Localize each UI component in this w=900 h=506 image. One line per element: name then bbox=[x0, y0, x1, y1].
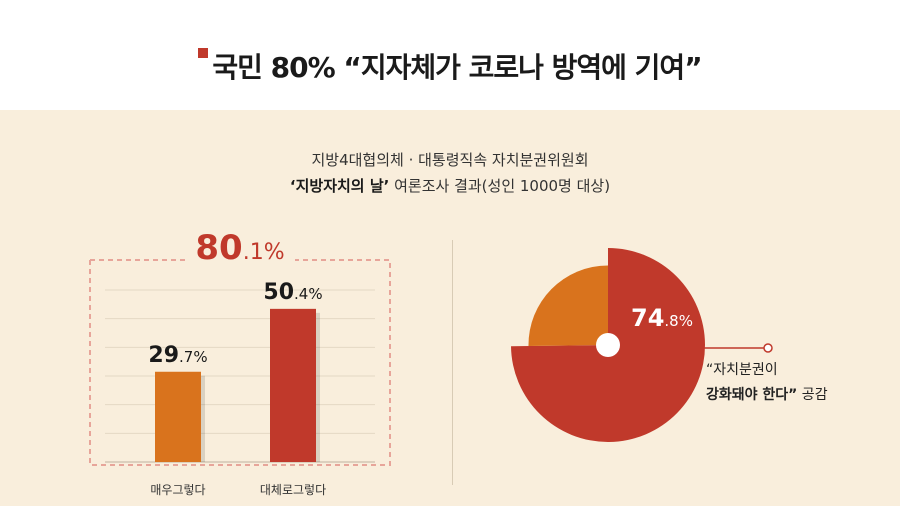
bar bbox=[270, 308, 316, 462]
callout-line1: “자치분권이 bbox=[706, 362, 778, 378]
subtitle-rest: 여론조사 결과(성인 1000명 대상) bbox=[389, 177, 611, 195]
subtitle-line1: 지방4대협의체 · 대통령직속 자치분권위원회 bbox=[311, 151, 589, 169]
bar bbox=[155, 371, 201, 462]
callout-emphasis: 강화돼야 한다” bbox=[706, 387, 798, 403]
title-marker bbox=[198, 48, 209, 58]
bar-value-label: 29.7% bbox=[148, 343, 207, 368]
bar-value-label: 50.4% bbox=[263, 280, 322, 305]
pie-value-label: 74.8% bbox=[631, 304, 693, 332]
pie-center-hole bbox=[596, 333, 620, 357]
page-title: 국민 80% “지자체가 코로나 방역에 기여” bbox=[212, 51, 702, 84]
header bbox=[0, 0, 900, 110]
total-bracket bbox=[89, 259, 391, 466]
callout-line2: 강화돼야 한다” 공감 bbox=[706, 383, 846, 408]
callout-dot bbox=[763, 343, 773, 353]
panel-divider bbox=[452, 240, 453, 485]
callout-rest: 공감 bbox=[797, 387, 828, 403]
chart-panel bbox=[0, 110, 900, 506]
bar-category-label: 매우그렇다 bbox=[150, 482, 205, 497]
title-wrap: 국민 80% “지자체가 코로나 방역에 기여” bbox=[0, 46, 900, 86]
subtitle-line2: ‘지방자치의 날’ 여론조사 결과(성인 1000명 대상) bbox=[0, 175, 900, 196]
pie-callout: “자치분권이 강화돼야 한다” 공감 bbox=[706, 358, 846, 408]
subtitle-emphasis: ‘지방자치의 날’ bbox=[289, 177, 390, 195]
pie-slice bbox=[528, 265, 608, 346]
bar-category-label: 대체로그렇다 bbox=[260, 482, 326, 497]
total-value: 80.1% bbox=[195, 228, 284, 268]
